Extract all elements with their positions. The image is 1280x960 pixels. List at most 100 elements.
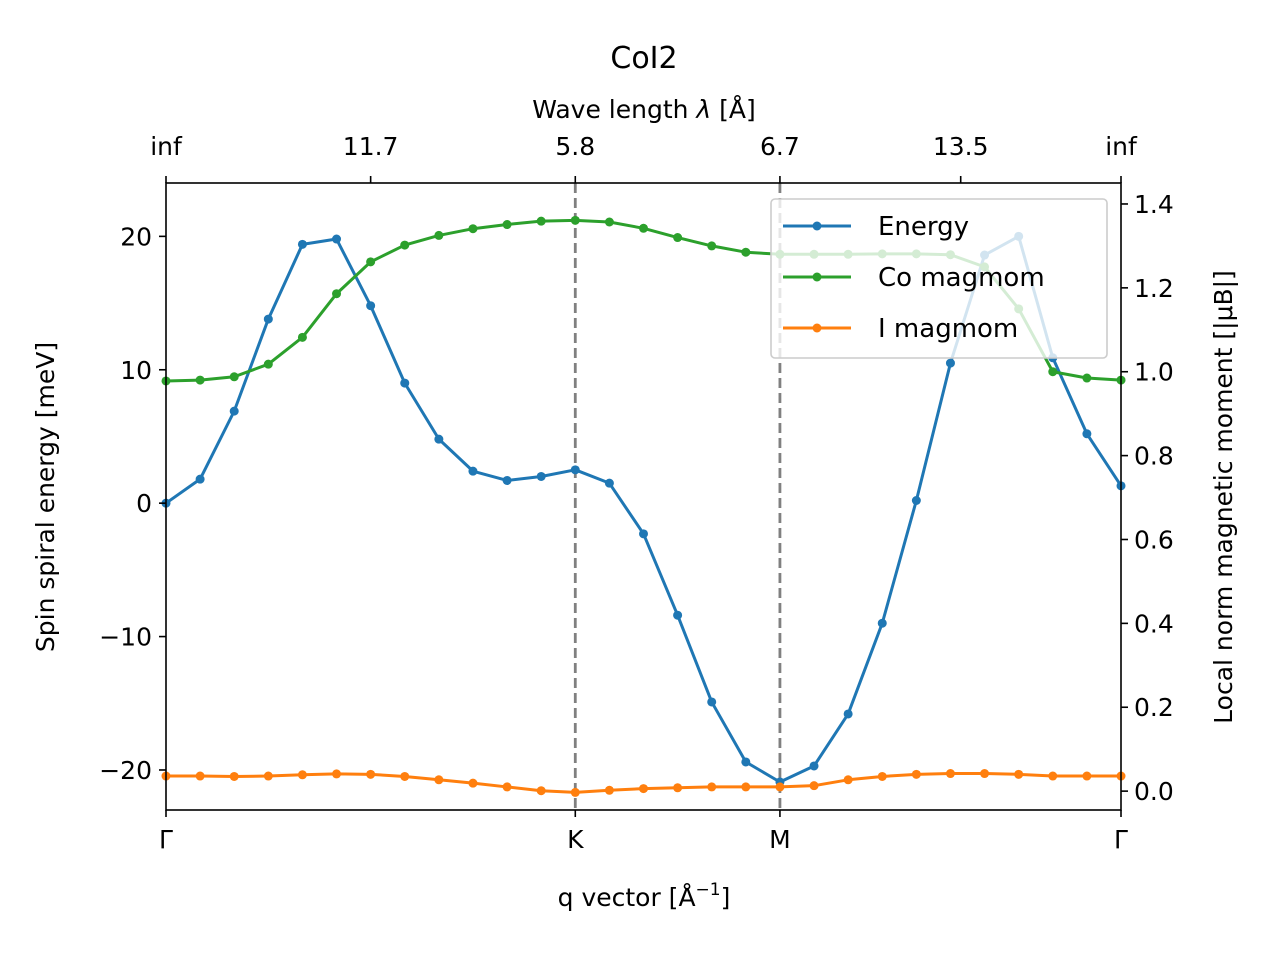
data-point-energy [843,709,853,719]
data-point-i-magmom [809,781,819,791]
data-point-co-magmom [1082,373,1092,383]
data-point-i-magmom [366,769,376,779]
legend-entry-i-magmom: I magmom [783,314,1018,344]
top-tick-label: 6.7 [760,132,800,161]
y2-axis-label: Local norm magnetic moment [|μB|] [1209,270,1238,724]
chart-title: CoI2 [610,41,677,76]
y2-tick-label: 0.2 [1134,693,1174,722]
x-axis-label-text: q vector [Å [558,883,696,912]
data-point-i-magmom [400,771,410,781]
legend-box [770,198,1108,359]
legend-entry-co-magmom: Co magmom [783,263,1045,293]
data-point-energy [400,378,410,388]
y-axis-label: Spin spiral energy [meV] [31,342,60,652]
data-point-i-magmom [911,769,921,779]
data-point-i-magmom [639,784,648,794]
data-point-co-magmom [673,233,683,243]
data-point-co-magmom [536,216,546,226]
data-point-energy [911,496,921,506]
data-point-i-magmom [332,769,342,779]
top-tick-label: 11.7 [343,132,399,161]
top-axis-label-text: Wave length [532,95,696,124]
y2-tick-label: 0.4 [1134,609,1174,638]
series-layer [161,215,1126,797]
y2-tick-label: 0.6 [1134,525,1174,554]
data-point-co-magmom [400,240,410,250]
data-point-i-magmom [536,786,546,796]
data-point-co-magmom [332,289,342,299]
data-point-energy [263,314,273,324]
data-point-energy [639,529,648,539]
data-point-i-magmom [945,769,955,779]
x-tick-label: Γ [1114,825,1128,854]
data-point-i-magmom [843,775,853,785]
data-point-i-magmom [434,775,444,785]
legend: Energy Co magmom I magmom [770,198,1108,359]
x-axis-label-exponent: −1 [696,880,721,900]
data-point-energy [741,757,751,767]
x-tick-label: M [769,825,791,854]
data-point-co-magmom [502,220,512,230]
legend-label: I magmom [878,314,1018,344]
data-point-i-magmom [604,785,614,795]
data-point-co-magmom [639,223,648,233]
data-point-energy [502,475,512,485]
top-axis-label-rest: [Å] [711,95,756,124]
data-point-energy [195,474,205,484]
data-point-energy [366,301,376,311]
legend-swatch-marker [812,272,822,282]
data-point-energy [945,358,955,368]
data-point-energy [570,465,580,475]
data-point-i-magmom [707,782,717,792]
y-tick-label: −20 [99,756,152,785]
data-point-i-magmom [673,783,683,793]
data-point-energy [468,466,478,476]
x-axis-label: q vector [Å−1] [558,880,731,912]
data-point-co-magmom [297,332,307,342]
data-point-i-magmom [468,778,478,788]
top-tick-label: inf [150,132,183,161]
axes-border [165,182,1122,811]
y-tick-label: 10 [120,356,152,385]
data-point-energy [1082,429,1092,439]
data-point-co-magmom [195,375,205,385]
top-tick-label: 13.5 [933,132,989,161]
data-point-i-magmom [980,769,990,779]
data-point-energy [673,610,683,620]
data-point-i-magmom [502,782,512,792]
top-tick-label: 5.8 [555,132,595,161]
data-point-co-magmom [366,257,376,267]
y2-tick-label: 1.4 [1134,190,1174,219]
data-point-co-magmom [604,217,614,227]
y2-tick-label: 0.8 [1134,442,1174,471]
data-point-i-magmom [741,782,751,792]
y2-tick-label: 0.0 [1134,777,1174,806]
data-point-i-magmom [1048,771,1058,781]
data-point-co-magmom [263,359,273,369]
data-point-i-magmom [195,771,205,781]
x-tick-label: Γ [159,825,173,854]
data-point-i-magmom [877,771,887,781]
top-axis-lambda: λ [694,95,711,124]
axes-frame [165,182,1122,811]
top-tick-label: inf [1105,132,1138,161]
data-point-co-magmom [741,247,751,257]
data-point-energy [332,234,342,244]
data-point-energy [809,761,819,771]
data-point-co-magmom [468,224,478,234]
data-point-energy [229,406,239,416]
data-point-co-magmom [1048,367,1058,377]
top-axis-label: Wave length λ [Å] [532,95,756,124]
data-point-energy [604,478,614,488]
y-tick-label: 0 [136,489,152,518]
y-tick-label: 20 [120,222,152,251]
data-point-i-magmom [297,770,307,780]
data-point-energy [434,434,444,444]
data-point-i-magmom [775,782,785,792]
data-point-i-magmom [570,787,580,797]
data-point-i-magmom [1014,769,1024,779]
y2-tick-label: 1.0 [1134,358,1174,387]
legend-swatch-marker [812,221,822,231]
data-point-co-magmom [707,241,717,251]
